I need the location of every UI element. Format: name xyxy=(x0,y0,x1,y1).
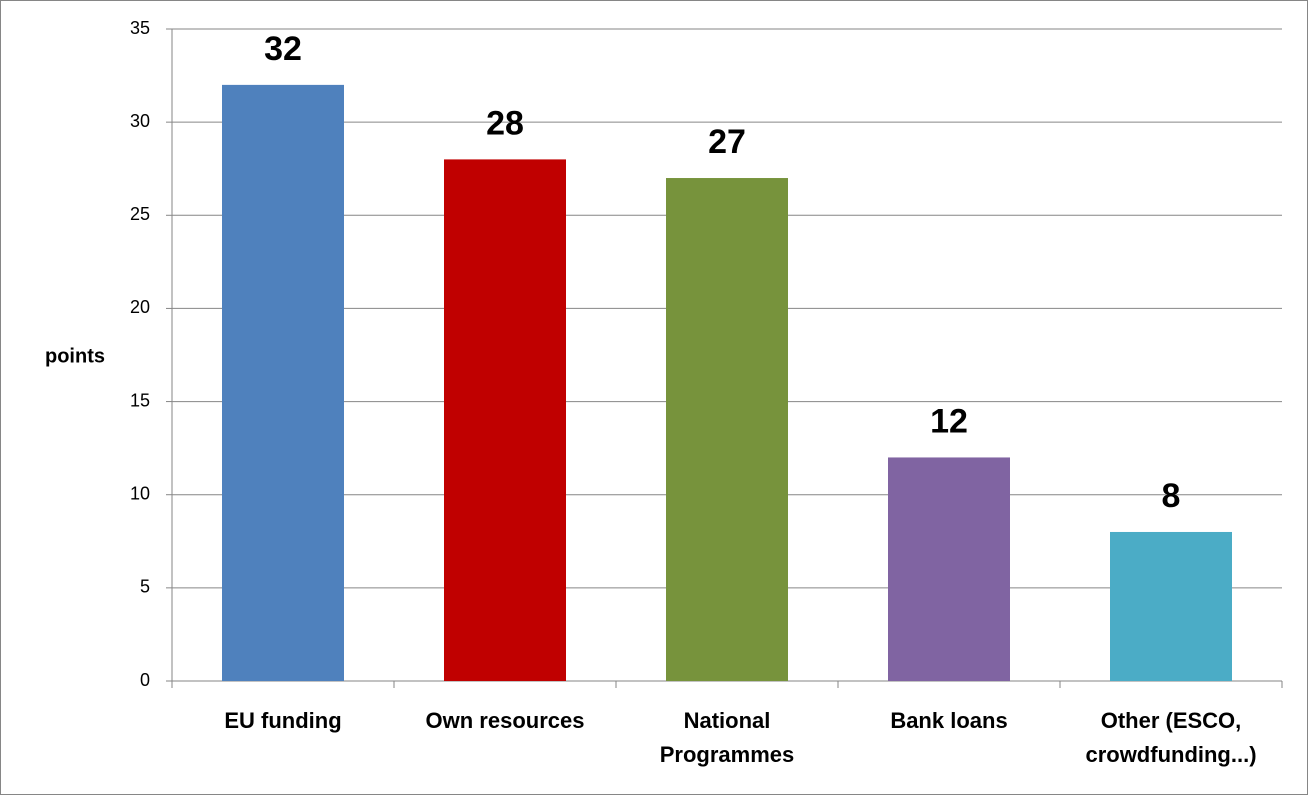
x-tick-label: National Programmes xyxy=(660,708,795,767)
x-tick-label: Bank loans xyxy=(890,708,1007,733)
y-tick-label: 0 xyxy=(140,670,150,690)
bar xyxy=(222,84,344,681)
data-label: 12 xyxy=(930,402,968,440)
data-label: 8 xyxy=(1162,477,1181,515)
y-tick-label: 10 xyxy=(130,483,150,503)
y-tick-label: 35 xyxy=(130,18,150,38)
x-tick-label: EU funding xyxy=(224,708,341,733)
data-label: 27 xyxy=(708,123,746,161)
y-tick-label: 15 xyxy=(130,390,150,410)
y-tick-label: 30 xyxy=(130,111,150,131)
data-label: 28 xyxy=(486,104,524,142)
data-label: 32 xyxy=(264,30,302,68)
x-tick-label: Own resources xyxy=(426,708,585,733)
bar xyxy=(666,178,788,681)
x-tick-label: Other (ESCO, crowdfunding...) xyxy=(1085,708,1256,767)
y-tick-label: 5 xyxy=(140,577,150,597)
y-tick-label: 20 xyxy=(130,297,150,317)
bar xyxy=(1110,531,1232,681)
y-axis-label: points xyxy=(45,345,105,367)
y-tick-label: 25 xyxy=(130,204,150,224)
bar xyxy=(888,457,1010,681)
bar xyxy=(444,159,566,681)
